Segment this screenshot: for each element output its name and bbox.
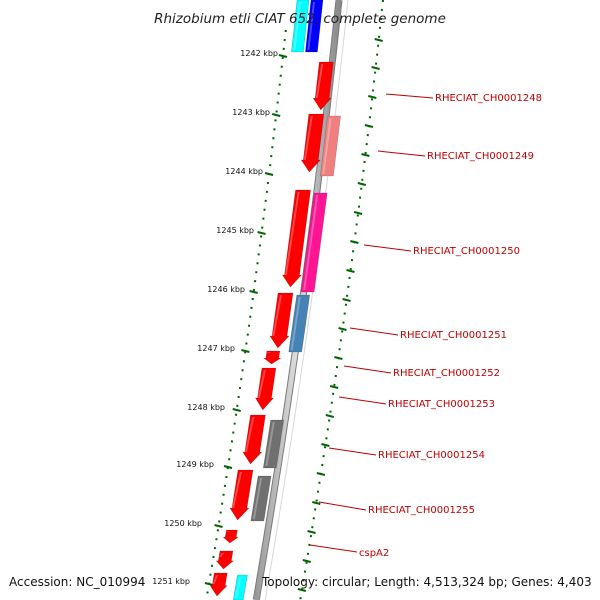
gene-cds-ch0001250 xyxy=(300,192,328,293)
gene-cds-small-b-highlight xyxy=(212,575,219,584)
ruler-tick-outer xyxy=(214,524,223,528)
gene-cds-small-a-highlight xyxy=(218,553,224,557)
ruler-tick-inner xyxy=(353,211,363,215)
gene-cds-ch0001248 xyxy=(312,61,334,111)
ruler-tick-inner xyxy=(346,269,355,273)
ruler-tick-inner xyxy=(342,298,351,302)
topology-text: Topology: circular; Length: 4,513,324 bp… xyxy=(261,575,592,589)
accession-text: Accession: NC_010994 xyxy=(9,575,145,589)
ruler-tick-inner xyxy=(325,414,335,418)
ruler-tick-inner xyxy=(312,501,321,505)
ruler-tick-inner xyxy=(297,588,307,592)
gene-cds-cspa2-highlight xyxy=(226,531,231,532)
ruler-tick-inner xyxy=(321,443,330,447)
gene-cds-small-b xyxy=(209,572,228,597)
gene-cds-blue-highlight xyxy=(307,2,315,50)
gene-cds-ch0001250-strand-highlight xyxy=(284,192,300,275)
ruler-tick-inner xyxy=(329,385,339,389)
gene-cds-ch0001254-highlight xyxy=(265,422,275,466)
gene-cds-ch0001255-highlight xyxy=(252,478,263,519)
ruler-tick-inner xyxy=(302,559,312,563)
ruler-tick-outer xyxy=(271,113,281,117)
ruler-tick-inner xyxy=(338,327,347,331)
gene-cds-ch0001255-strand-highlight xyxy=(232,472,243,508)
ruler-tick-outer xyxy=(232,408,241,412)
gene-cds-ch0001251-strand-highlight xyxy=(272,295,283,336)
gene-cds-ch0001255 xyxy=(250,475,272,522)
ruler-label-1242: 1242 kbp xyxy=(240,49,278,58)
ruler-label-1251: 1251 kbp xyxy=(152,577,190,586)
ruler-track-inner xyxy=(299,0,384,600)
map-title: Rhizobium etli CIAT 652, complete genome xyxy=(154,11,446,27)
ruler-tick-inner xyxy=(364,124,374,128)
gene-label-ch0001251[interactable]: RHECIAT_CH0001251 xyxy=(400,330,507,341)
gene-cds-ch0001253-highlight xyxy=(257,370,266,398)
ruler-tick-outer xyxy=(249,290,258,294)
ruler-tick-inner xyxy=(374,38,383,42)
gene-cds-ch0001250-strand xyxy=(281,189,311,288)
gene-cds-ch0001252-highlight xyxy=(266,352,271,353)
ruler-tick-inner xyxy=(361,153,370,157)
gene-cds-ch0001251 xyxy=(288,294,311,353)
ruler-tick-inner xyxy=(357,182,367,186)
gene-cds-ch0001252 xyxy=(262,350,282,365)
gene-cds-ch0001251-highlight xyxy=(290,297,301,350)
gene-cds-ch0001254-strand xyxy=(242,414,266,465)
gene-labels: RHECIAT_CH0001248 RHECIAT_CH0001249 RHEC… xyxy=(309,93,542,559)
ruler-tick-outer xyxy=(204,582,214,586)
ruler-tick-outer xyxy=(278,54,288,58)
ruler-label-1250: 1250 kbp xyxy=(164,519,202,528)
ruler-tick-inner xyxy=(307,530,316,534)
gene-cds-cspa2 xyxy=(222,529,240,544)
gene-label-ch0001255[interactable]: RHECIAT_CH0001255 xyxy=(368,505,475,516)
ruler-tick-inner xyxy=(371,66,380,70)
gene-cds-ch0001249 xyxy=(319,115,341,177)
gene-cds-ch0001249-strand-highlight xyxy=(303,116,313,160)
gene-label-ch0001249[interactable]: RHECIAT_CH0001249 xyxy=(427,151,534,162)
gene-cds-blue xyxy=(305,0,324,53)
gene-label-ch0001248[interactable]: RHECIAT_CH0001248 xyxy=(435,93,542,104)
ruler-tick-outer xyxy=(241,349,250,353)
gene-cds-bottom-highlight xyxy=(235,577,242,598)
gene-cds-ch0001255-strand xyxy=(229,469,254,521)
gene-cds-ch0001251-strand xyxy=(269,292,294,349)
ruler-label-1244: 1244 kbp xyxy=(225,167,263,176)
gene-cds-cyan xyxy=(291,0,310,53)
feature-tracks xyxy=(204,0,384,600)
gene-cds-bottom xyxy=(232,574,248,600)
ruler-tick-inner xyxy=(368,95,377,99)
ruler-tick-outer xyxy=(223,465,233,469)
gene-cds-ch0001253 xyxy=(254,367,277,411)
gene-label-ch0001253[interactable]: RHECIAT_CH0001253 xyxy=(388,399,495,410)
ruler-tick-inner xyxy=(316,472,326,476)
gene-cds-ch0001249-highlight xyxy=(322,118,332,174)
gene-cds-ch0001249-strand xyxy=(300,113,325,173)
gene-label-ch0001250[interactable]: RHECIAT_CH0001250 xyxy=(413,246,520,257)
ruler-label-1248: 1248 kbp xyxy=(187,403,225,412)
gene-cds-ch0001248-highlight xyxy=(315,64,324,98)
ruler-label-1249: 1249 kbp xyxy=(176,460,214,469)
gene-cds-small-a xyxy=(215,550,235,570)
track-guide xyxy=(264,0,349,600)
ruler-labels: 1242 kbp 1243 kbp 1244 kbp 1245 kbp 1246… xyxy=(152,49,278,586)
ruler-label-1245: 1245 kbp xyxy=(216,226,254,235)
gene-cds-ch0001254-strand-highlight xyxy=(244,417,255,452)
ruler-tick-outer xyxy=(264,172,274,176)
ruler-label-1246: 1246 kbp xyxy=(207,285,245,294)
gene-cds-ch0001250-highlight xyxy=(303,195,319,290)
gene-label-cspa2[interactable]: cspA2 xyxy=(359,548,389,559)
gene-label-ch0001252[interactable]: RHECIAT_CH0001252 xyxy=(393,368,500,379)
ruler-tick-inner xyxy=(350,240,359,244)
ruler-label-1247: 1247 kbp xyxy=(197,344,235,353)
ruler-label-1243: 1243 kbp xyxy=(232,108,270,117)
ruler-tick-outer xyxy=(257,231,266,235)
gene-label-ch0001254[interactable]: RHECIAT_CH0001254 xyxy=(378,450,485,461)
gene-cds-cyan-highlight xyxy=(293,2,301,50)
gene-cds-ch0001254 xyxy=(262,419,285,469)
ruler-tick-inner xyxy=(334,356,343,360)
